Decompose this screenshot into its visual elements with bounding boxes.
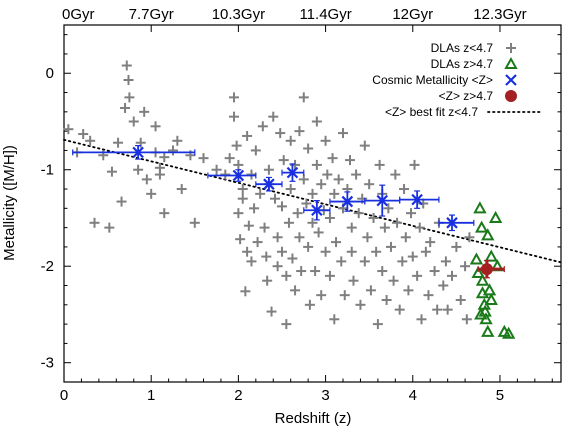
dla-high-z-point <box>482 283 497 296</box>
best-fit-layer <box>63 138 562 264</box>
y-tick-label: 0 <box>46 65 54 82</box>
top-axis-labels: 0Gyr 7.7Gyr 10.3Gyr 11.4Gyr 12Gyr 12.3Gyr <box>62 6 527 23</box>
cosmic-metallicity-point <box>232 169 245 182</box>
x-tick-label: 0 <box>60 387 68 404</box>
dla-high-z-point <box>469 252 484 265</box>
cosmic-metallicity-point <box>376 194 389 207</box>
top-axis-label: 10.3Gyr <box>212 6 265 23</box>
top-axis-label: 0Gyr <box>62 6 95 23</box>
dla-high-z-point <box>484 249 498 262</box>
legend-markers <box>487 43 541 113</box>
x-tick-label: 1 <box>147 387 155 404</box>
cosmic-metallicity-point <box>446 217 458 229</box>
x-tick-label: 4 <box>409 387 417 404</box>
cosmic-metallicity-point <box>286 166 299 179</box>
cosmic-metallicity-point <box>341 195 354 208</box>
cosmic-metallicity-point <box>311 204 323 217</box>
x-tick-label: 5 <box>496 387 504 404</box>
y-tick-label: -3 <box>41 355 54 372</box>
dla-high-z-point <box>481 324 495 337</box>
legend-marker-circle <box>505 90 517 102</box>
axis-ticks <box>63 25 561 383</box>
scatter-layer <box>63 60 516 339</box>
mean-metallicity-layer <box>72 145 505 279</box>
legend-marker-triangle <box>504 56 518 69</box>
axis-tick-labels: 0 1 2 3 4 5 0 -1 -2 -3 <box>41 65 504 404</box>
top-axis-label: 12Gyr <box>392 6 433 23</box>
dla-high-z-point <box>481 228 495 241</box>
dla-high-z-point <box>475 273 490 286</box>
cosmic-metallicity-point <box>263 178 275 190</box>
dla-high-z-point <box>474 307 488 320</box>
dla-high-z-point <box>484 292 498 305</box>
dla-high-z-point <box>471 265 485 278</box>
top-axis-label: 11.4Gyr <box>299 6 351 23</box>
y-tick-label: -2 <box>41 258 54 275</box>
y-tick-label: -1 <box>41 162 54 179</box>
x-tick-label: 3 <box>321 387 329 404</box>
legend-label-dlas-low-z: DLAs z<4.7 <box>431 41 494 55</box>
cosmic-metallicity-point <box>411 193 423 206</box>
legend-marker-x <box>505 74 517 86</box>
x-tick-label: 2 <box>234 387 242 404</box>
dla-high-z-point <box>488 210 503 223</box>
x-axis-title: Redshift (z) <box>275 410 352 427</box>
legend-label-high-z-mean: <Z> z>4.7 <box>439 89 494 103</box>
dla-high-z-point <box>473 201 487 214</box>
legend-label-cosmic-metallicity: Cosmic Metallicity <Z> <box>372 73 493 87</box>
high-z-mean-point <box>480 263 493 276</box>
legend-label-best-fit: <Z> best fit z<4.7 <box>385 105 478 119</box>
plot-frame <box>63 24 562 383</box>
legend-label-dlas-high-z: DLAs z>4.7 <box>431 57 494 71</box>
top-axis-label: 7.7Gyr <box>129 6 174 23</box>
cosmic-metallicity-point <box>132 146 144 159</box>
y-axis-title: Metallicity ([M/H]) <box>1 145 18 261</box>
best-fit-line <box>63 138 562 264</box>
dla-high-z-point <box>501 326 516 339</box>
legend: DLAs z<4.7 DLAs z>4.7 Cosmic Metallicity… <box>372 41 541 119</box>
top-axis-label: 12.3Gyr <box>473 6 526 23</box>
dla-high-z-point <box>474 220 489 233</box>
